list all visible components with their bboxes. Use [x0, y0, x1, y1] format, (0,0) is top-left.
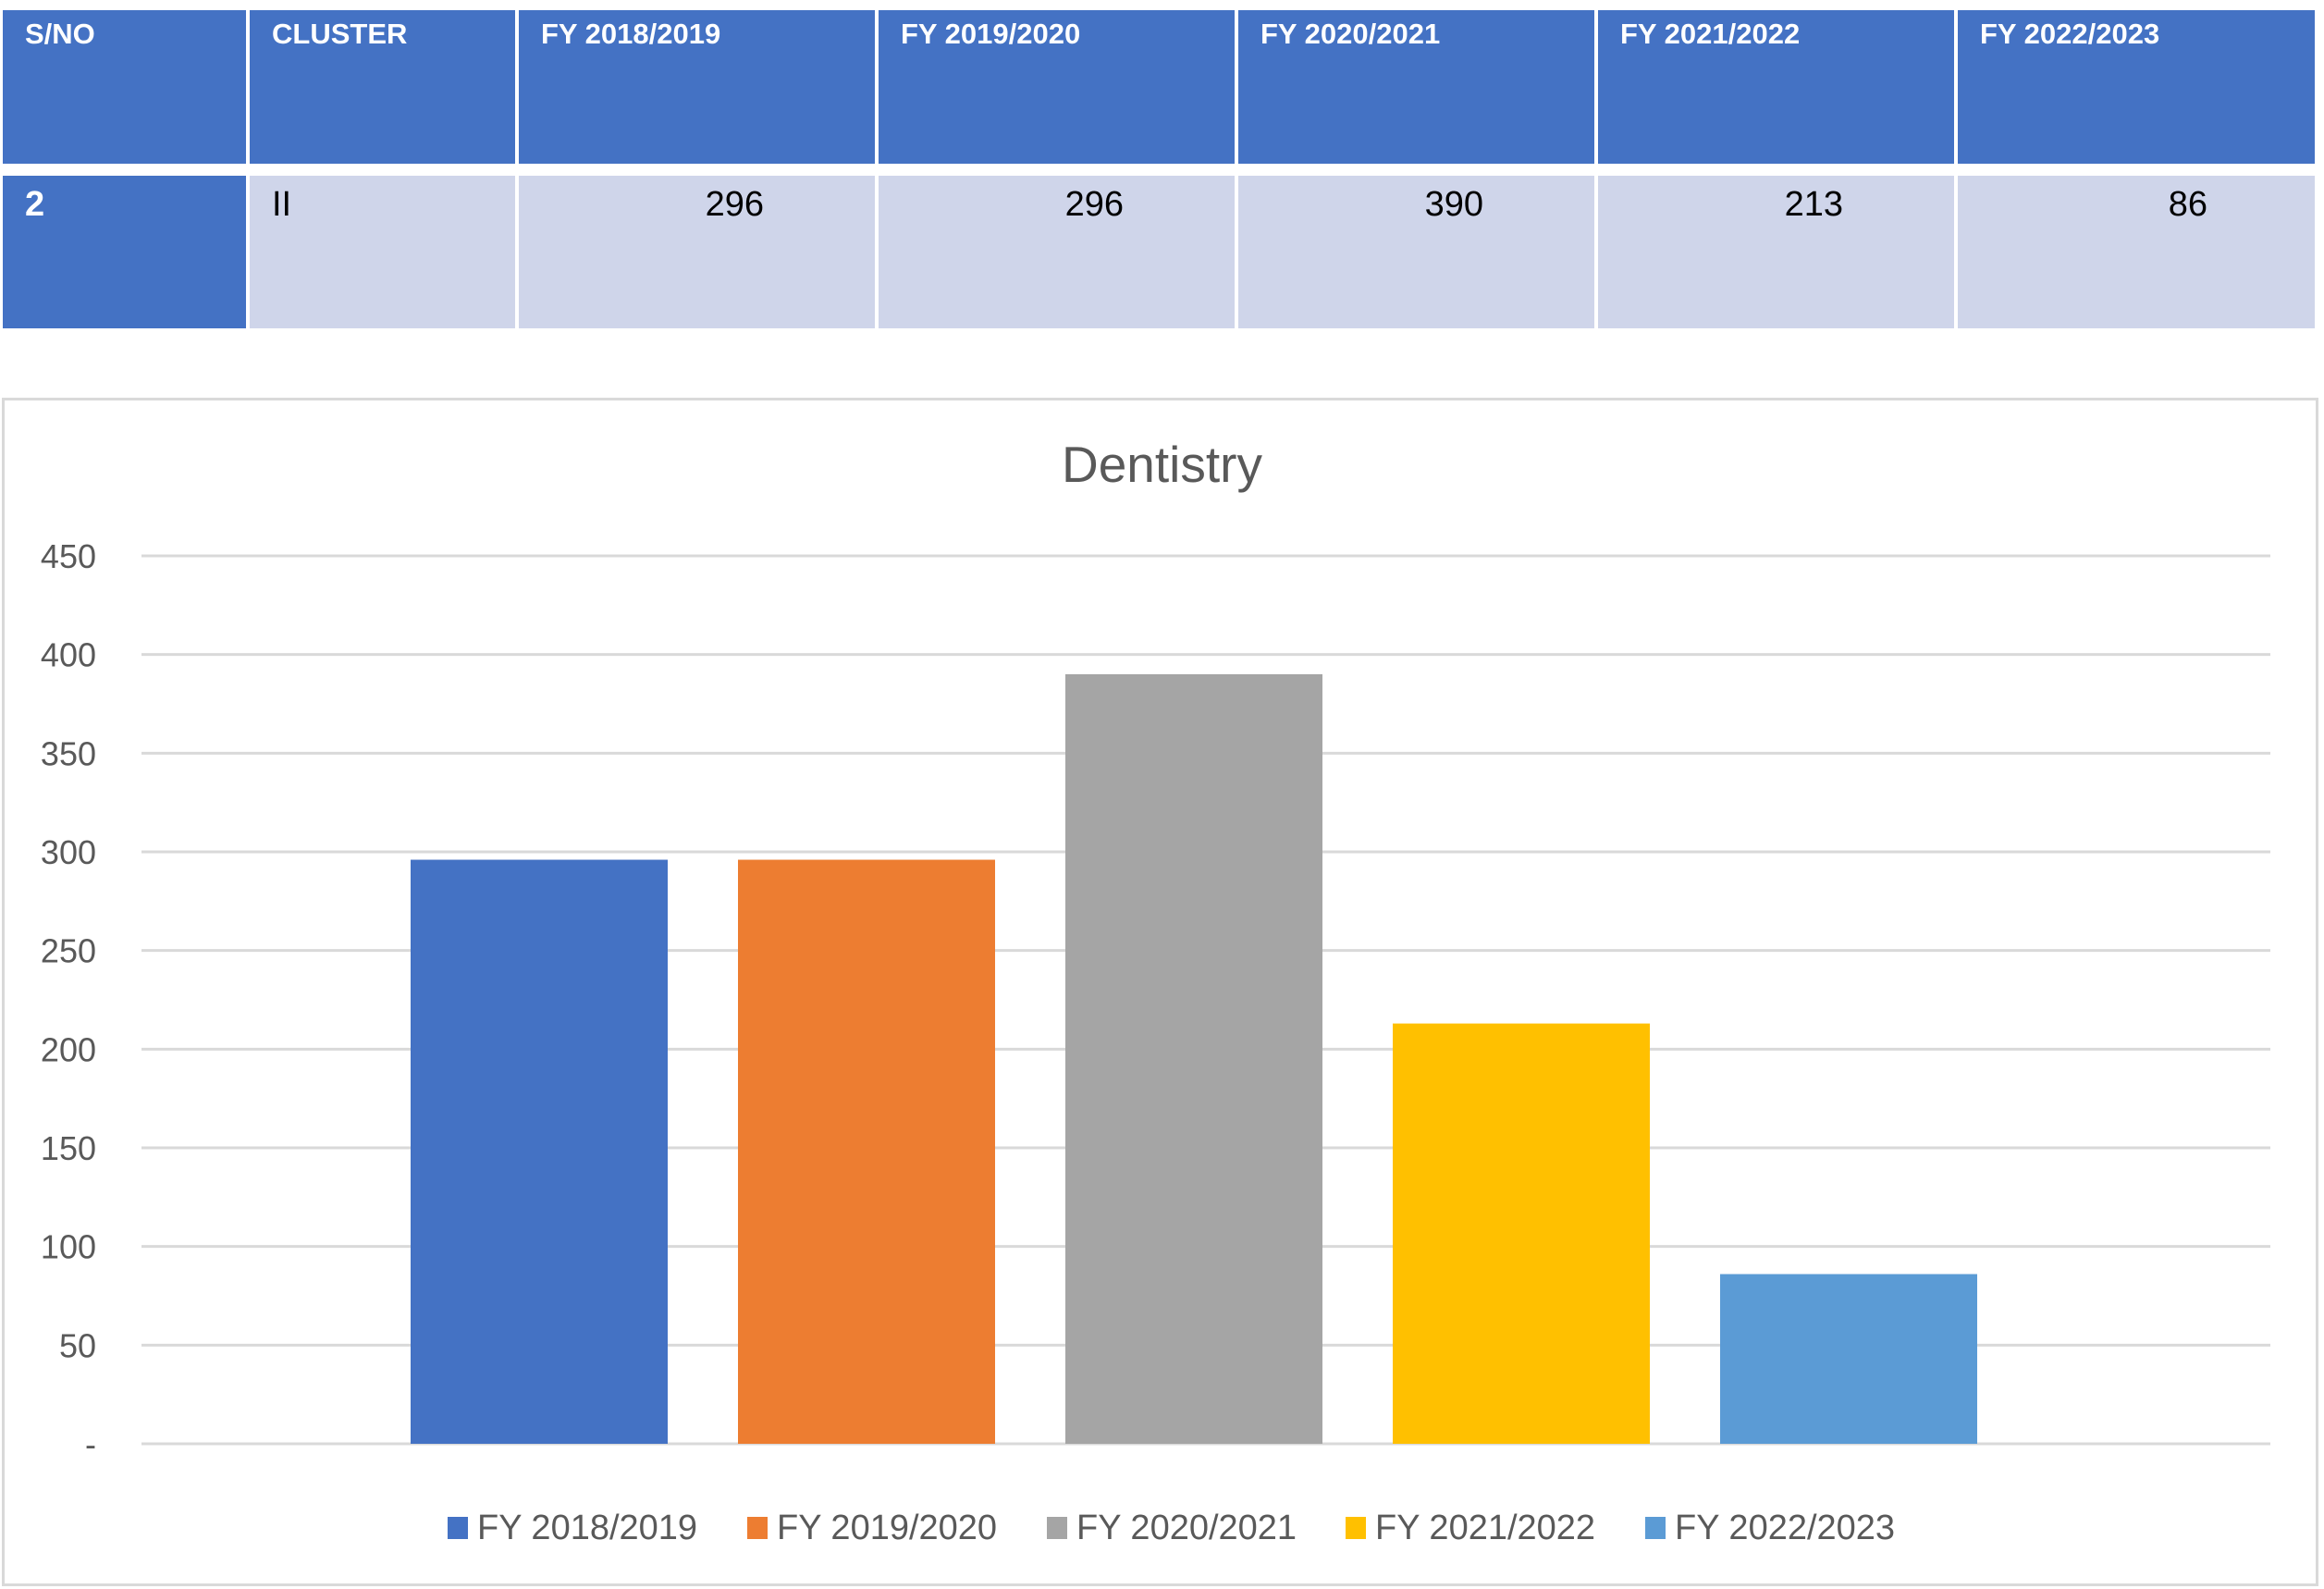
legend-swatch-icon — [1346, 1517, 1366, 1539]
legend-swatch-icon — [747, 1517, 768, 1539]
header-cell-fy-2021-2022: FY 2021/2022 — [1598, 10, 1954, 164]
y-tick-label: 50 — [59, 1326, 96, 1364]
legend-label: FY 2021/2022 — [1375, 1508, 1596, 1547]
legend-label: FY 2019/2020 — [777, 1508, 998, 1547]
cell-value: 296 — [705, 185, 764, 224]
table-row: 2 II 296 296 390 213 86 — [3, 176, 2315, 328]
header-label: FY 2018/2019 — [541, 18, 721, 50]
cell-value: 2 — [25, 185, 45, 224]
cell-value: 390 — [1424, 185, 1483, 224]
legend-item: FY 2022/2023 — [1645, 1506, 1895, 1550]
legend-swatch-icon — [448, 1517, 468, 1539]
header-cell-fy-2019-2020: FY 2019/2020 — [879, 10, 1235, 164]
y-tick-label: 400 — [41, 636, 96, 674]
cell-fy-2019-2020: 296 — [879, 176, 1235, 328]
bar-fy-2019-2020 — [738, 859, 995, 1444]
y-tick-label: 350 — [41, 734, 96, 772]
table-header-row: S/NO CLUSTER FY 2018/2019 FY 2019/2020 F… — [3, 10, 2315, 164]
legend-item: FY 2019/2020 — [747, 1506, 997, 1550]
cell-fy-2018-2019: 296 — [519, 176, 875, 328]
legend-item: FY 2020/2021 — [1047, 1506, 1297, 1550]
header-cell-cluster: CLUSTER — [250, 10, 515, 164]
cell-fy-2021-2022: 213 — [1598, 176, 1954, 328]
legend-item: FY 2021/2022 — [1346, 1506, 1595, 1550]
cell-cluster: II — [250, 176, 515, 328]
y-tick-label: 100 — [41, 1228, 96, 1266]
cell-value: 296 — [1064, 185, 1124, 224]
legend-label: FY 2020/2021 — [1076, 1508, 1297, 1547]
header-label: FY 2022/2023 — [1980, 18, 2160, 50]
y-tick-label: 300 — [41, 833, 96, 871]
y-tick-label: 250 — [41, 932, 96, 970]
header-cell-fy-2022-2023: FY 2022/2023 — [1958, 10, 2315, 164]
bar-fy-2018-2019 — [411, 859, 668, 1444]
header-cell-sno: S/NO — [3, 10, 246, 164]
cell-value: 213 — [1784, 185, 1843, 224]
y-tick-label: 200 — [41, 1030, 96, 1068]
chart-title: Dentistry — [1062, 436, 1262, 493]
header-label: FY 2020/2021 — [1260, 18, 1441, 50]
legend-swatch-icon — [1047, 1517, 1067, 1539]
legend-item: FY 2018/2019 — [448, 1506, 697, 1550]
legend-label: FY 2022/2023 — [1675, 1508, 1896, 1547]
legend-label: FY 2018/2019 — [477, 1508, 698, 1547]
chart-legend: FY 2018/2019 FY 2019/2020 FY 2020/2021 FY 2… — [0, 1506, 2324, 1550]
y-tick-label: 150 — [41, 1129, 96, 1167]
header-label: FY 2019/2020 — [901, 18, 1081, 50]
y-tick-label: - — [85, 1425, 96, 1463]
y-tick-label: 450 — [41, 537, 96, 575]
cell-value: 86 — [2168, 185, 2207, 224]
header-label: FY 2021/2022 — [1620, 18, 1801, 50]
legend-swatch-icon — [1645, 1517, 1666, 1539]
header-cell-fy-2018-2019: FY 2018/2019 — [519, 10, 875, 164]
header-label: S/NO — [25, 18, 95, 50]
cell-sno: 2 — [3, 176, 246, 328]
cell-value: II — [272, 185, 292, 224]
cell-fy-2020-2021: 390 — [1238, 176, 1594, 328]
bar-fy-2020-2021 — [1065, 674, 1322, 1444]
header-cell-fy-2020-2021: FY 2020/2021 — [1238, 10, 1594, 164]
header-label: CLUSTER — [272, 18, 408, 50]
bar-fy-2022-2023 — [1720, 1274, 1977, 1444]
cell-fy-2022-2023: 86 — [1958, 176, 2315, 328]
bar-fy-2021-2022 — [1393, 1023, 1650, 1444]
